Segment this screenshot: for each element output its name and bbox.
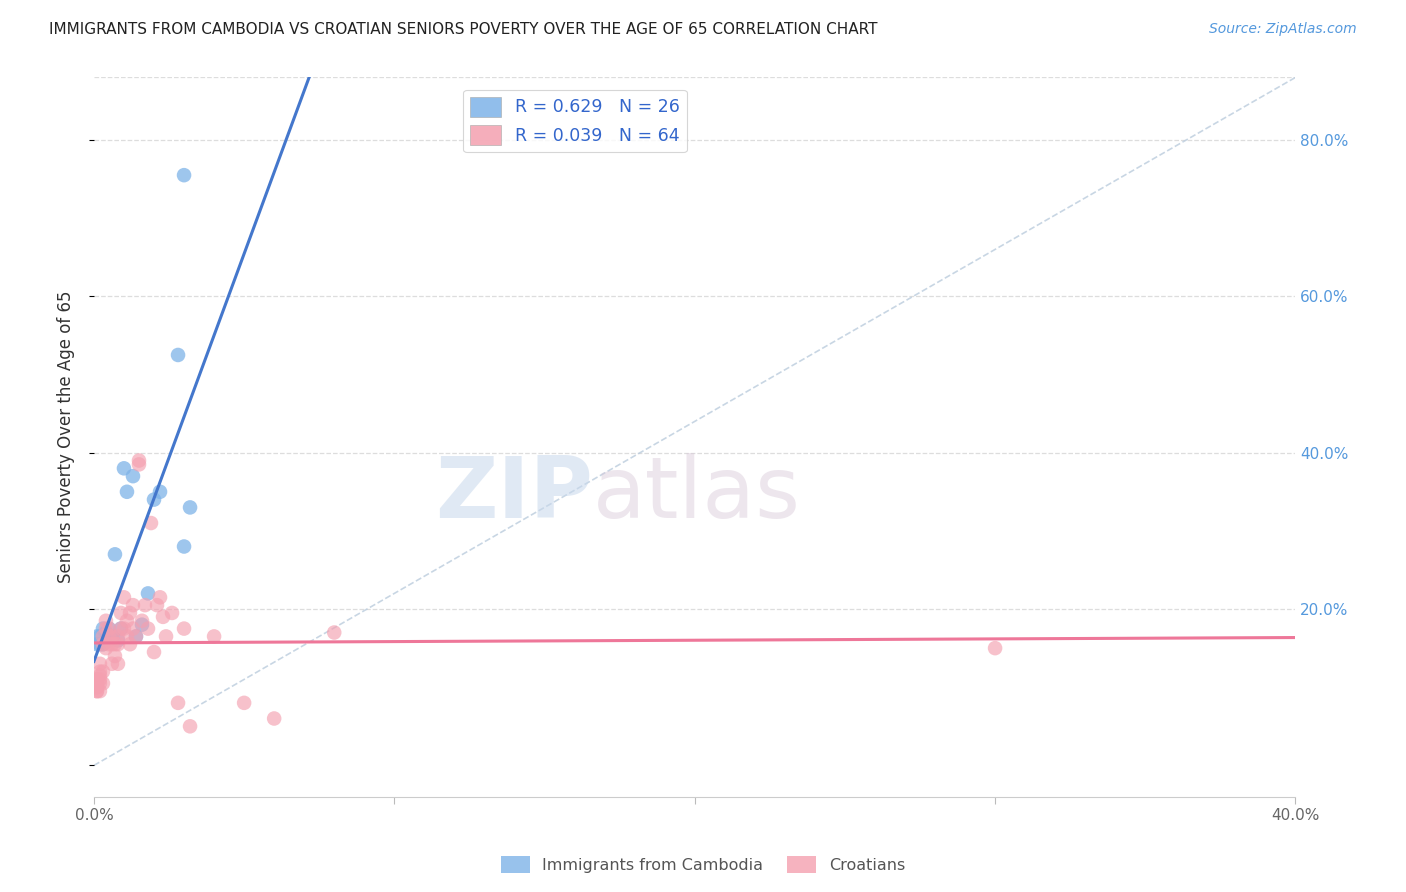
Point bbox=[115, 629, 138, 643]
Point bbox=[110, 622, 132, 636]
Point bbox=[104, 637, 127, 651]
Text: ZIP: ZIP bbox=[434, 453, 592, 536]
Point bbox=[107, 657, 129, 671]
Point bbox=[97, 637, 120, 651]
Point bbox=[128, 453, 150, 467]
Point bbox=[97, 629, 120, 643]
Point bbox=[89, 637, 111, 651]
Point bbox=[89, 665, 111, 679]
Point bbox=[94, 641, 117, 656]
Point bbox=[115, 484, 138, 499]
Point bbox=[107, 629, 129, 643]
Point bbox=[91, 637, 114, 651]
Point bbox=[263, 711, 285, 725]
Point bbox=[110, 622, 132, 636]
Point bbox=[94, 622, 117, 636]
Point bbox=[115, 614, 138, 628]
Point bbox=[146, 598, 169, 612]
Point bbox=[149, 484, 172, 499]
Point bbox=[152, 610, 174, 624]
Point bbox=[233, 696, 256, 710]
Point bbox=[94, 633, 117, 648]
Point bbox=[155, 629, 177, 643]
Point bbox=[104, 648, 127, 663]
Point bbox=[112, 591, 135, 605]
Point bbox=[86, 673, 108, 687]
Point bbox=[131, 617, 153, 632]
Point bbox=[89, 673, 111, 687]
Point bbox=[86, 676, 108, 690]
Legend: Immigrants from Cambodia, Croatians: Immigrants from Cambodia, Croatians bbox=[495, 849, 911, 880]
Point bbox=[143, 645, 166, 659]
Point bbox=[134, 598, 156, 612]
Text: atlas: atlas bbox=[592, 453, 800, 536]
Point bbox=[107, 637, 129, 651]
Point bbox=[86, 673, 108, 687]
Point bbox=[122, 469, 145, 483]
Point bbox=[91, 676, 114, 690]
Point bbox=[91, 629, 114, 643]
Point bbox=[118, 637, 141, 651]
Point bbox=[160, 606, 183, 620]
Point bbox=[149, 591, 172, 605]
Point bbox=[101, 629, 124, 643]
Point bbox=[143, 492, 166, 507]
Point bbox=[91, 622, 114, 636]
Point bbox=[89, 676, 111, 690]
Point bbox=[323, 625, 346, 640]
Point bbox=[86, 676, 108, 690]
Point bbox=[136, 586, 159, 600]
Point bbox=[86, 684, 108, 698]
Point bbox=[107, 633, 129, 648]
Point bbox=[984, 641, 1007, 656]
Point bbox=[97, 622, 120, 636]
Point bbox=[91, 637, 114, 651]
Point bbox=[94, 614, 117, 628]
Point bbox=[89, 629, 111, 643]
Point bbox=[86, 629, 108, 643]
Point bbox=[179, 719, 201, 733]
Point bbox=[112, 461, 135, 475]
Point bbox=[122, 598, 145, 612]
Text: Source: ZipAtlas.com: Source: ZipAtlas.com bbox=[1209, 22, 1357, 37]
Point bbox=[86, 676, 108, 690]
Point bbox=[97, 633, 120, 648]
Point bbox=[112, 622, 135, 636]
Point bbox=[104, 547, 127, 561]
Point bbox=[118, 606, 141, 620]
Point bbox=[91, 665, 114, 679]
Point bbox=[86, 680, 108, 694]
Point bbox=[89, 668, 111, 682]
Point bbox=[202, 629, 225, 643]
Point bbox=[131, 614, 153, 628]
Point bbox=[94, 625, 117, 640]
Point bbox=[101, 637, 124, 651]
Point bbox=[101, 629, 124, 643]
Point bbox=[173, 540, 195, 554]
Point bbox=[97, 629, 120, 643]
Point bbox=[97, 622, 120, 636]
Point bbox=[86, 680, 108, 694]
Text: IMMIGRANTS FROM CAMBODIA VS CROATIAN SENIORS POVERTY OVER THE AGE OF 65 CORRELAT: IMMIGRANTS FROM CAMBODIA VS CROATIAN SEN… bbox=[49, 22, 877, 37]
Point bbox=[110, 606, 132, 620]
Point bbox=[89, 684, 111, 698]
Point bbox=[89, 657, 111, 671]
Point bbox=[173, 622, 195, 636]
Point bbox=[125, 629, 148, 643]
Y-axis label: Seniors Poverty Over the Age of 65: Seniors Poverty Over the Age of 65 bbox=[58, 291, 75, 583]
Point bbox=[173, 168, 195, 182]
Point bbox=[136, 622, 159, 636]
Point bbox=[167, 348, 190, 362]
Point bbox=[86, 637, 108, 651]
Point bbox=[122, 622, 145, 636]
Point bbox=[179, 500, 201, 515]
Point bbox=[86, 684, 108, 698]
Point bbox=[125, 629, 148, 643]
Legend: R = 0.629   N = 26, R = 0.039   N = 64: R = 0.629 N = 26, R = 0.039 N = 64 bbox=[463, 90, 688, 153]
Point bbox=[139, 516, 162, 530]
Point bbox=[128, 458, 150, 472]
Point bbox=[167, 696, 190, 710]
Point bbox=[101, 657, 124, 671]
